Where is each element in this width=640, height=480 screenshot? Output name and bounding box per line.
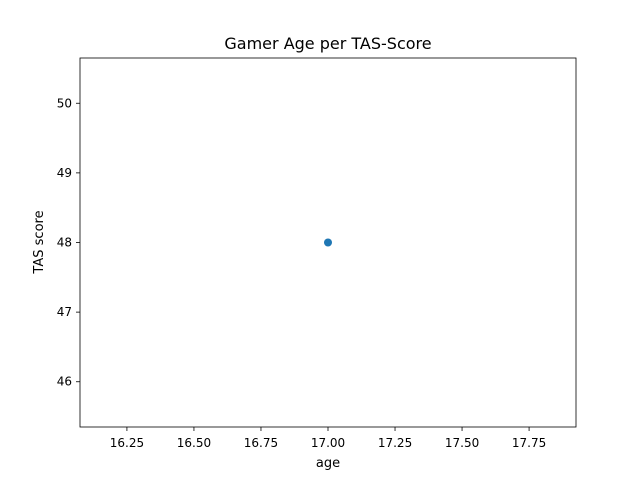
y-tick-label: 49: [57, 166, 72, 180]
x-tick-label: 17.25: [378, 436, 412, 450]
chart-title: Gamer Age per TAS-Score: [224, 34, 431, 53]
x-tick-label: 16.25: [110, 436, 144, 450]
y-tick-label: 47: [57, 305, 72, 319]
plot-area: 16.25 16.50 16.75 17.00 17.25 17.50 17.75 46 47 4…: [57, 57, 577, 450]
y-tick-label: 46: [57, 375, 72, 389]
y-axis-label: TAS score: [32, 210, 47, 274]
x-tick-label: 17.50: [445, 436, 479, 450]
x-tick-label: 17.00: [311, 436, 345, 450]
y-tick-label: 50: [57, 96, 72, 110]
x-tick-label: 17.75: [512, 436, 546, 450]
x-axis-label: age: [316, 456, 340, 471]
x-tick-label: 16.75: [244, 436, 278, 450]
x-tick-label: 16.50: [177, 436, 211, 450]
y-tick-label: 48: [57, 236, 72, 250]
axes-frame: [79, 57, 577, 428]
data-point: [324, 238, 332, 247]
